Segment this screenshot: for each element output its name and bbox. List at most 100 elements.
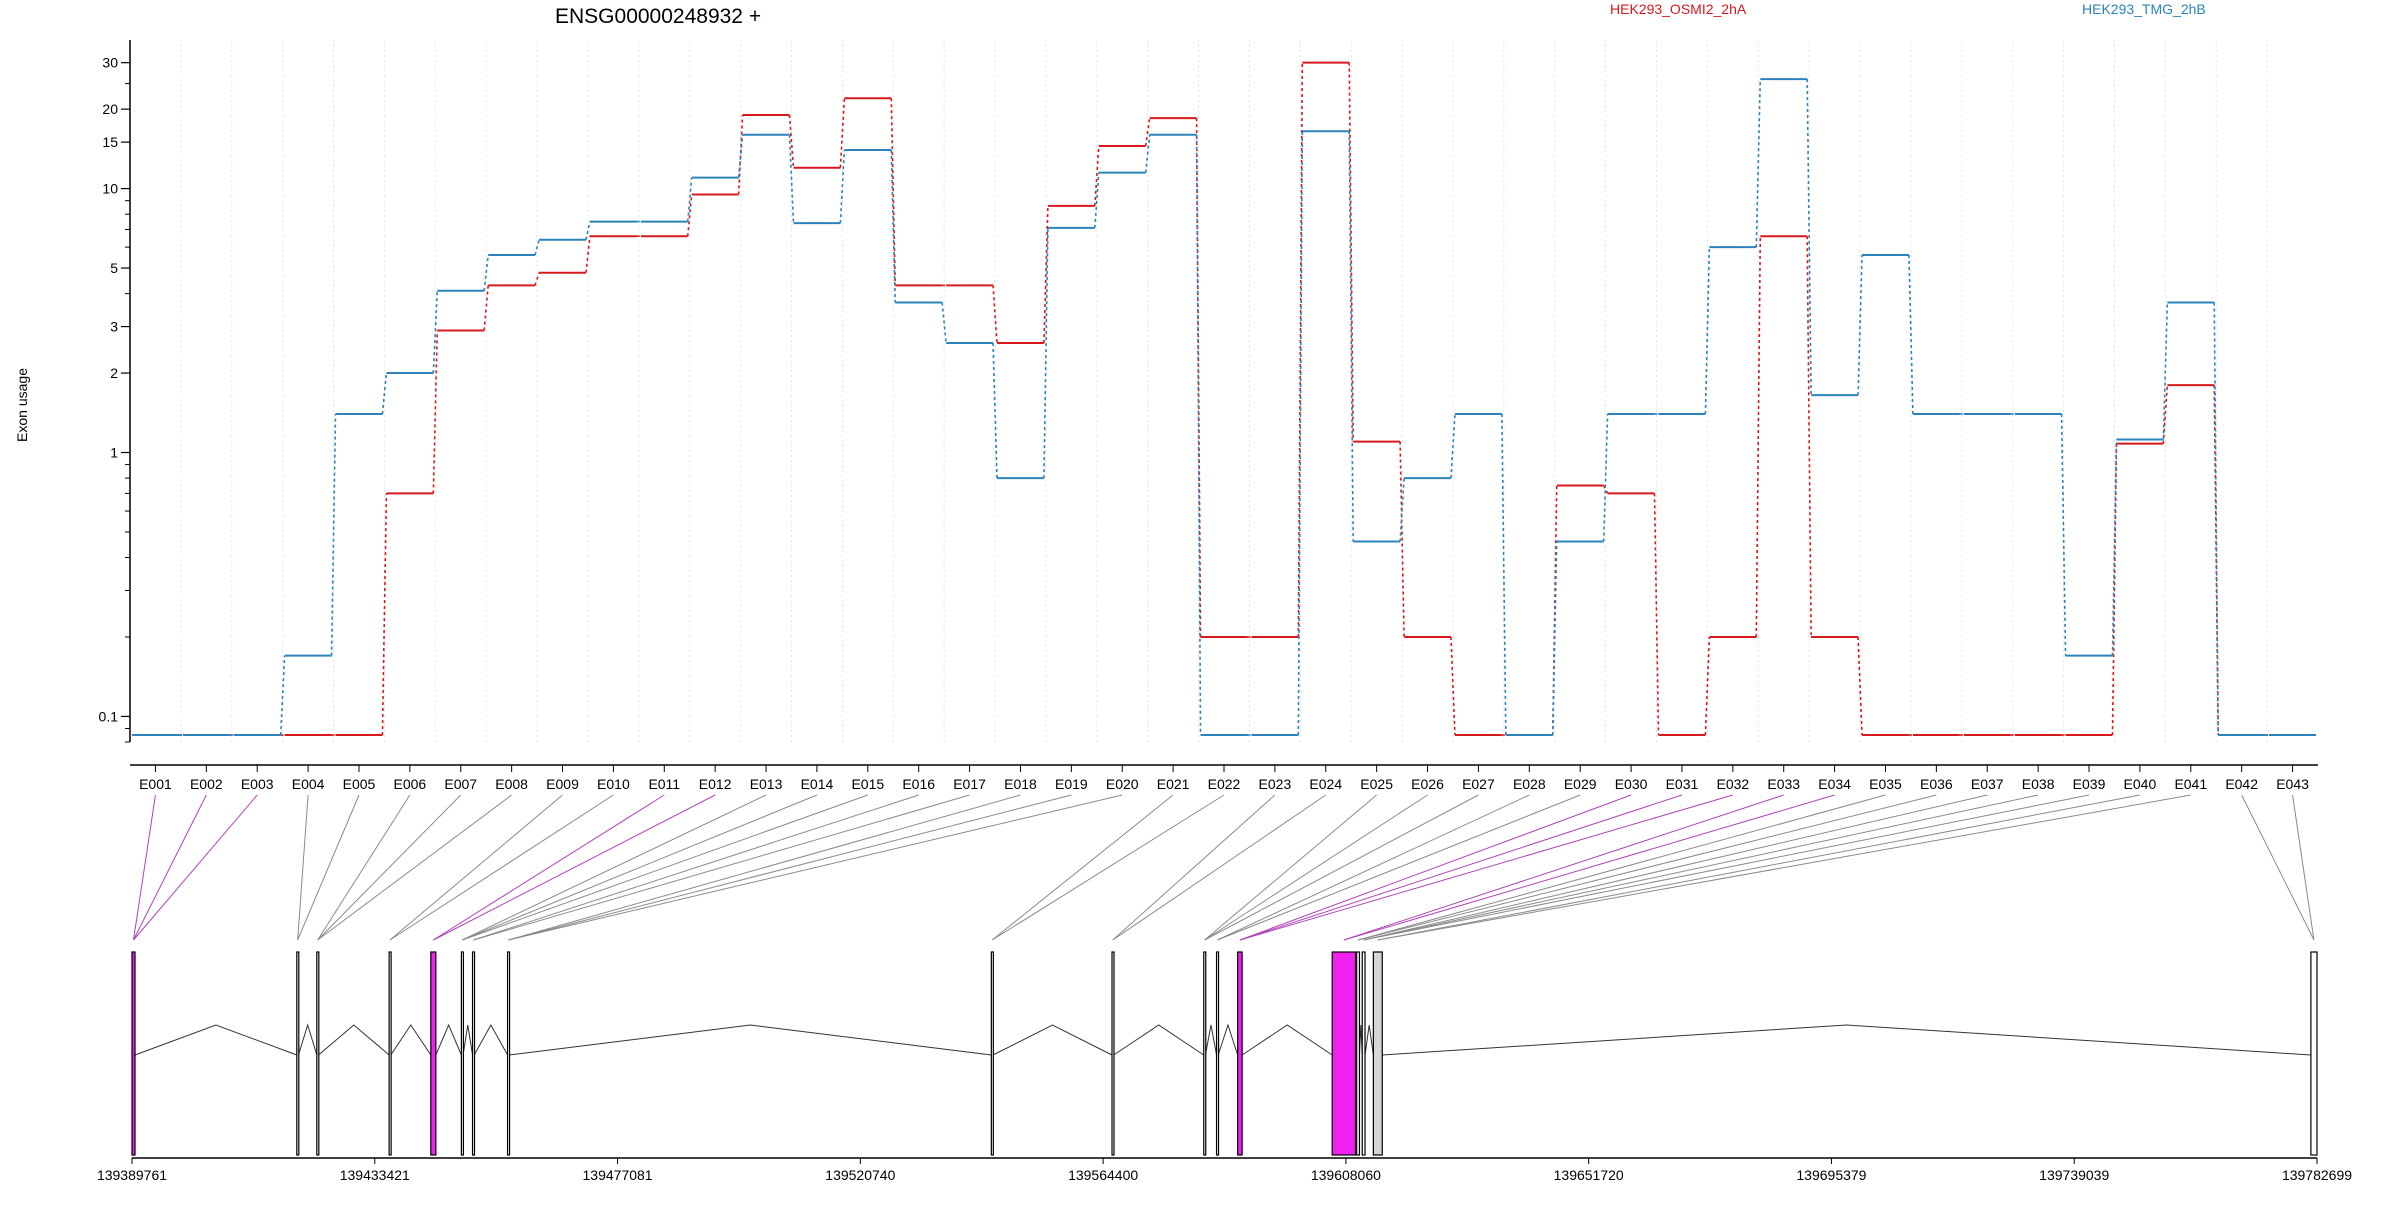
exon-label-e035: E035 — [1869, 776, 1902, 792]
series-connector — [1653, 493, 1660, 736]
legend-series-tmg: HEK293_TMG_2hB — [2082, 1, 2206, 17]
series-connector — [534, 272, 540, 286]
series-connector — [381, 372, 388, 415]
intron-line — [509, 1024, 992, 1056]
series-connector — [1399, 478, 1405, 542]
connector-e027 — [1204, 794, 1479, 941]
connector-e016 — [473, 794, 919, 941]
coordinate-label: 139477081 — [583, 1167, 653, 1183]
series-connector — [381, 493, 388, 736]
exon-label-e021: E021 — [1157, 776, 1190, 792]
connector-e033 — [1343, 794, 1784, 941]
intron-line — [473, 1023, 508, 1056]
series-connector — [1144, 134, 1151, 173]
intron-line — [298, 1023, 318, 1056]
exon-block — [1111, 951, 1115, 1156]
y-tick-label: 1 — [110, 445, 118, 461]
connector-e011 — [433, 794, 665, 941]
series-connector — [941, 302, 947, 344]
exon-label-e011: E011 — [648, 776, 680, 792]
exon-label-e038: E038 — [2022, 776, 2055, 792]
connector-e013 — [462, 794, 767, 941]
series-tmg — [132, 78, 2316, 737]
coordinate-label: 139782699 — [2282, 1167, 2352, 1183]
connector-e040 — [1377, 794, 2141, 941]
connector-e007 — [317, 794, 462, 941]
exon-block — [1361, 951, 1366, 1156]
exon-label-e010: E010 — [597, 776, 630, 792]
series-connector — [992, 285, 998, 344]
series-connector — [534, 239, 540, 256]
connector-e018 — [508, 794, 1021, 941]
exon-label-e041: E041 — [2174, 776, 2207, 792]
connector-e029 — [1217, 794, 1581, 941]
connector-e026 — [1204, 794, 1428, 941]
series-connector — [1551, 541, 1558, 736]
series-connector — [1908, 255, 1914, 414]
exon-label-e031: E031 — [1666, 776, 1699, 792]
series-connector — [1043, 205, 1049, 344]
series-connector — [1144, 117, 1151, 147]
series-lines — [132, 61, 2316, 737]
exon-label-e014: E014 — [801, 776, 834, 792]
exon-label-e028: E028 — [1513, 776, 1546, 792]
series-connector — [686, 194, 693, 237]
series-connector — [737, 114, 744, 195]
connector-e001 — [133, 794, 156, 941]
exon-label-e040: E040 — [2124, 776, 2157, 792]
connector-e009 — [389, 794, 563, 941]
exon-label-e009: E009 — [546, 776, 579, 792]
exon-block — [388, 951, 392, 1156]
exon-labels: E001 E002 E003 E004 E005 E006 E007 E008 E009 E010… — [139, 776, 2309, 792]
exon-label-e003: E003 — [241, 776, 274, 792]
exon-block — [296, 951, 300, 1156]
intron-line — [992, 1024, 1113, 1056]
series-connector — [839, 98, 846, 168]
exon-label-e033: E033 — [1767, 776, 1800, 792]
intron-line — [1204, 1024, 1218, 1056]
coordinate-label: 139739039 — [2039, 1167, 2109, 1183]
exon-label-e015: E015 — [851, 776, 884, 792]
series-connector — [1602, 485, 1609, 494]
exon-label-e013: E013 — [750, 776, 783, 792]
y-tick-label: 20 — [102, 101, 118, 117]
coordinate-axis: 139389761 139433421 139477081 139520740 1395… — [97, 1157, 2352, 1183]
exon-label-e025: E025 — [1360, 776, 1393, 792]
intron-line — [1364, 1024, 1374, 1056]
exon-block — [460, 951, 465, 1156]
series-connector — [1297, 131, 1304, 736]
coordinate-label: 139608060 — [1311, 1167, 1381, 1183]
connector-e035 — [1357, 794, 1886, 941]
axes: 0.1 1 2 3 5 10 15 20 30 — [99, 40, 2318, 772]
connector-e012 — [433, 794, 716, 941]
series-connector — [1450, 413, 1456, 479]
series-connector — [1195, 134, 1202, 736]
series-osmi2 — [132, 61, 2316, 737]
connector-e025 — [1204, 794, 1377, 941]
exon-label-e043: E043 — [2276, 776, 2309, 792]
series-connector — [2111, 439, 2118, 656]
coordinate-label: 139520740 — [825, 1167, 895, 1183]
exon-label-e012: E012 — [699, 776, 732, 792]
series-connector — [2060, 413, 2067, 656]
series-connector — [1857, 255, 1863, 396]
series-connector — [737, 134, 744, 178]
exon-label-e039: E039 — [2073, 776, 2106, 792]
series-connector — [2162, 385, 2169, 444]
exon-label-e017: E017 — [953, 776, 986, 792]
exon-label-e022: E022 — [1208, 776, 1241, 792]
intron-line — [1217, 1023, 1239, 1056]
exon-block — [1215, 951, 1220, 1156]
connector-e028 — [1217, 794, 1530, 941]
connector-e019 — [508, 794, 1072, 941]
y-tick-label: 5 — [110, 260, 118, 276]
coordinate-label: 139695379 — [1796, 1167, 1866, 1183]
exon-label-e005: E005 — [343, 776, 376, 792]
series-connector — [585, 236, 591, 273]
series-connector — [1399, 441, 1405, 637]
connector-e036 — [1357, 794, 1937, 941]
connector-e008 — [317, 794, 512, 941]
connector-e042 — [2241, 794, 2315, 941]
exon-block — [1356, 951, 1361, 1156]
